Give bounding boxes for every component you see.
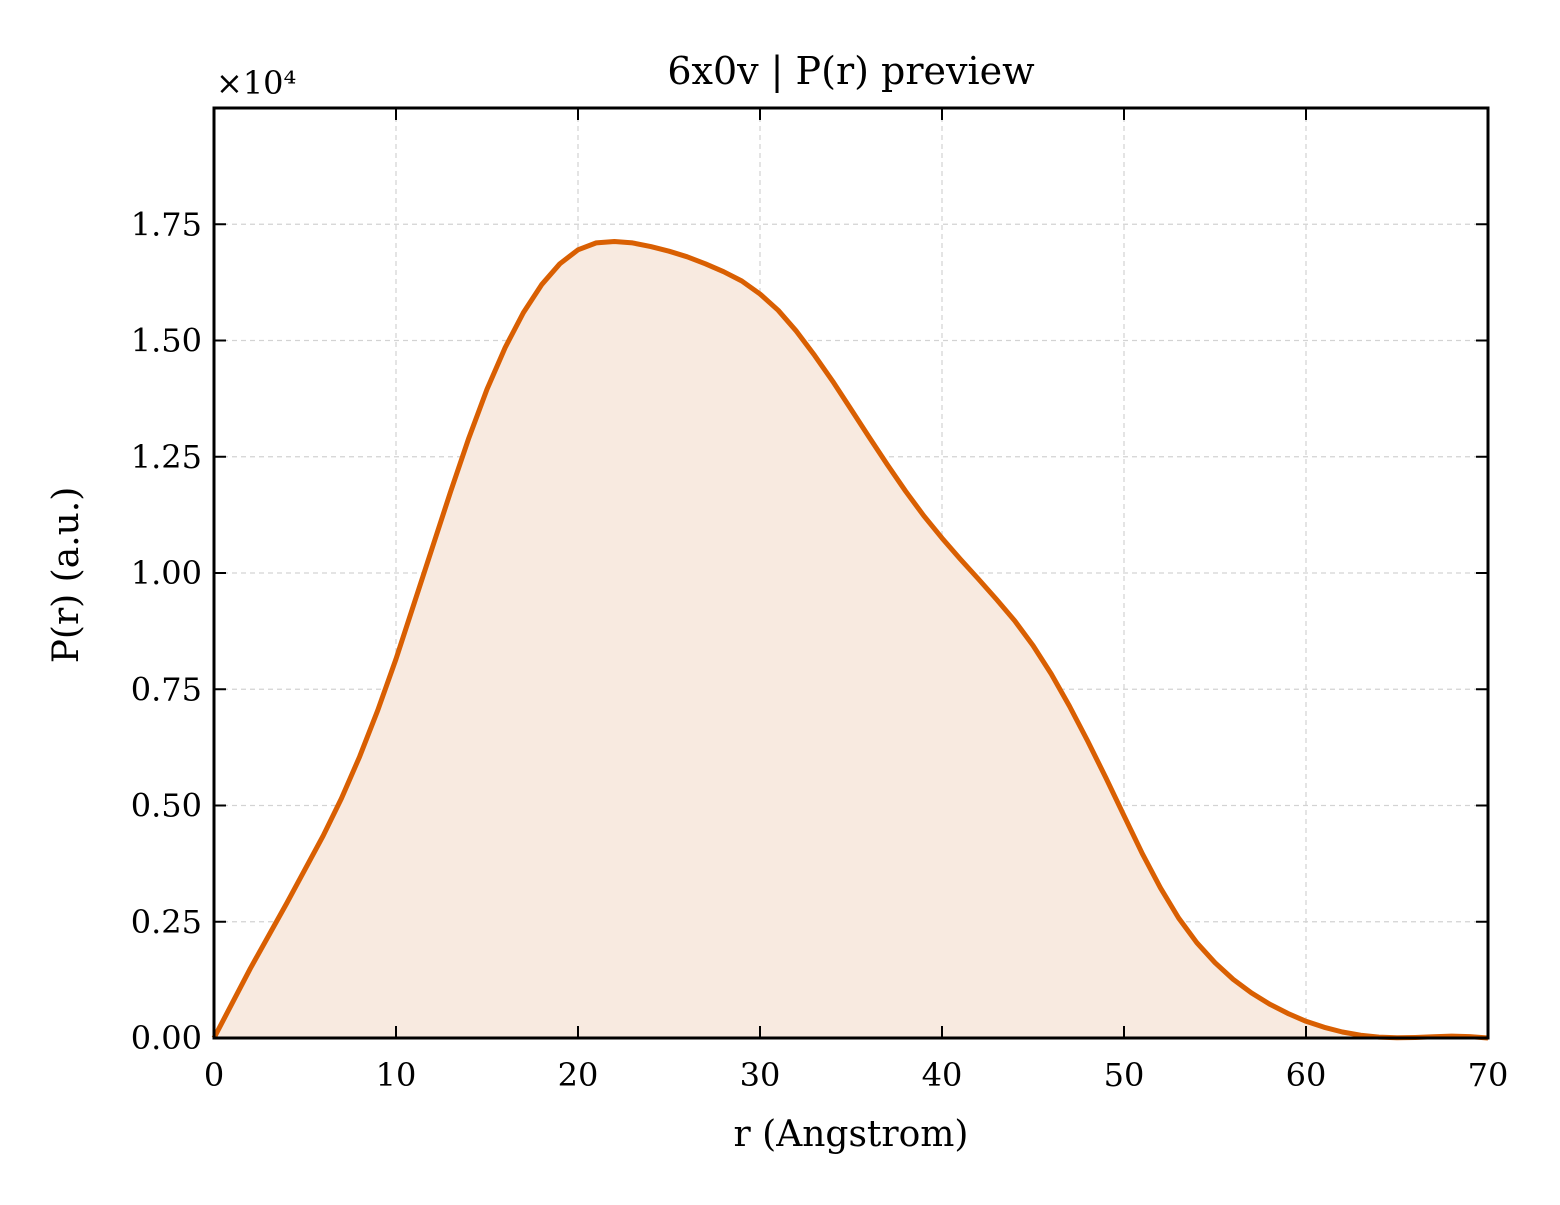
x-tick-label: 0: [204, 1056, 224, 1094]
y-tick-label: 0.25: [131, 903, 202, 941]
y-tick-label: 0.75: [131, 670, 202, 708]
x-tick-label: 30: [740, 1056, 781, 1094]
y-tick-label: 1.00: [131, 554, 202, 592]
chart-title: 6x0v | P(r) preview: [667, 49, 1035, 93]
x-tick-label: 20: [558, 1056, 599, 1094]
y-axis-label: P(r) (a.u.): [46, 487, 87, 664]
y-tick-label: 1.50: [131, 322, 202, 360]
tick-labels: 0 10 20 30 40 50 60 70 0.00 0.25 0.50 0.75 1.00 1.25 1…: [131, 205, 1509, 1094]
y-tick-label: 0.50: [131, 787, 202, 825]
y-tick-label: 1.25: [131, 438, 202, 476]
tick-marks: [213, 108, 1489, 1039]
y-offset-label: ×10⁴: [216, 64, 296, 102]
x-tick-label: 40: [922, 1056, 963, 1094]
x-tick-label: 50: [1104, 1056, 1145, 1094]
x-tick-label: 60: [1286, 1056, 1327, 1094]
y-tick-label: 0.00: [131, 1019, 202, 1057]
x-tick-label: 70: [1468, 1056, 1509, 1094]
pr-area-fill: [214, 241, 1488, 1038]
x-tick-label: 10: [376, 1056, 417, 1094]
pr-series-line: [211, 239, 1489, 1041]
y-tick-label: 1.75: [131, 205, 202, 243]
x-axis-label: r (Angstrom): [734, 1114, 969, 1155]
